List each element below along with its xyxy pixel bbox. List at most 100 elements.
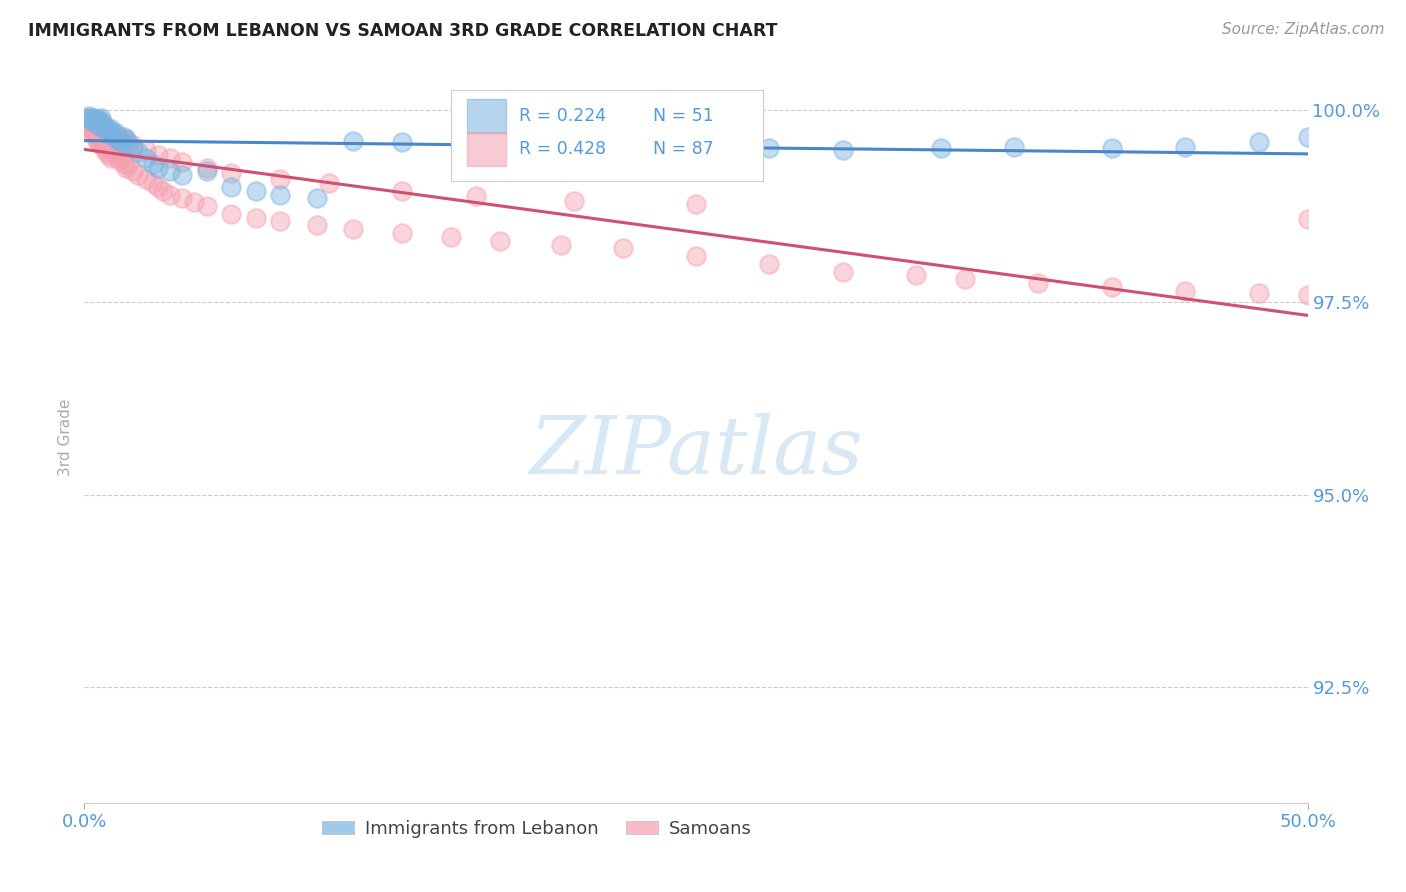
- Point: [135, 151, 157, 165]
- Point: [97, 124, 120, 138]
- Point: [135, 143, 157, 157]
- Point: [269, 172, 291, 186]
- Point: [269, 187, 291, 202]
- Point: [86, 129, 108, 144]
- Point: [464, 189, 486, 203]
- Point: [758, 257, 780, 271]
- Point: [112, 132, 135, 146]
- Point: [87, 135, 110, 149]
- Point: [142, 176, 165, 190]
- Point: [685, 140, 707, 154]
- Point: [112, 157, 135, 171]
- Point: [758, 141, 780, 155]
- Point: [100, 122, 122, 136]
- Point: [953, 272, 976, 286]
- FancyBboxPatch shape: [451, 90, 763, 181]
- Point: [80, 120, 103, 134]
- Point: [96, 137, 118, 152]
- Point: [172, 191, 194, 205]
- Point: [86, 124, 108, 138]
- Point: [77, 111, 100, 125]
- Point: [97, 147, 120, 161]
- Point: [96, 145, 118, 160]
- Point: [135, 172, 157, 186]
- Point: [77, 109, 100, 123]
- Point: [93, 118, 115, 132]
- Point: [80, 112, 103, 127]
- Text: R = 0.224: R = 0.224: [519, 107, 606, 125]
- Point: [93, 122, 115, 136]
- Point: [117, 137, 139, 152]
- Point: [83, 111, 105, 125]
- Point: [342, 134, 364, 148]
- Point: [90, 132, 112, 146]
- Text: Source: ZipAtlas.com: Source: ZipAtlas.com: [1222, 22, 1385, 37]
- Point: [100, 143, 122, 157]
- Point: [612, 141, 634, 155]
- Point: [83, 128, 105, 142]
- Point: [685, 196, 707, 211]
- Point: [107, 153, 129, 167]
- Text: N = 87: N = 87: [654, 140, 714, 158]
- Point: [127, 145, 149, 160]
- Point: [183, 195, 205, 210]
- Point: [269, 214, 291, 228]
- Point: [391, 184, 413, 198]
- Point: [107, 134, 129, 148]
- Point: [342, 222, 364, 236]
- Point: [1174, 140, 1197, 154]
- Point: [107, 129, 129, 144]
- Point: [391, 135, 413, 149]
- Text: N = 51: N = 51: [654, 107, 714, 125]
- Point: [112, 129, 135, 144]
- Point: [464, 137, 486, 152]
- Point: [1296, 129, 1319, 144]
- Point: [831, 143, 853, 157]
- Point: [929, 141, 952, 155]
- Point: [1002, 140, 1025, 154]
- Text: R = 0.428: R = 0.428: [519, 140, 606, 158]
- Point: [87, 118, 110, 132]
- Point: [489, 234, 512, 248]
- Point: [685, 249, 707, 263]
- FancyBboxPatch shape: [467, 132, 506, 166]
- Point: [550, 237, 572, 252]
- Point: [86, 117, 108, 131]
- Point: [110, 151, 132, 165]
- Point: [159, 151, 181, 165]
- Point: [146, 161, 169, 175]
- Point: [146, 179, 169, 194]
- Point: [391, 226, 413, 240]
- Point: [105, 149, 128, 163]
- Point: [127, 169, 149, 183]
- Point: [90, 114, 112, 128]
- Point: [117, 158, 139, 172]
- Point: [1247, 135, 1270, 149]
- Point: [87, 128, 110, 142]
- Point: [1028, 276, 1050, 290]
- Point: [97, 141, 120, 155]
- Point: [122, 164, 145, 178]
- Text: IMMIGRANTS FROM LEBANON VS SAMOAN 3RD GRADE CORRELATION CHART: IMMIGRANTS FROM LEBANON VS SAMOAN 3RD GR…: [28, 22, 778, 40]
- Point: [96, 120, 118, 134]
- Point: [110, 135, 132, 149]
- Point: [96, 123, 118, 137]
- Point: [76, 114, 98, 128]
- Point: [77, 122, 100, 136]
- Point: [117, 135, 139, 149]
- Point: [219, 207, 242, 221]
- Point: [115, 161, 138, 175]
- Point: [195, 161, 218, 175]
- Legend: Immigrants from Lebanon, Samoans: Immigrants from Lebanon, Samoans: [315, 813, 759, 845]
- Point: [83, 122, 105, 136]
- Y-axis label: 3rd Grade: 3rd Grade: [58, 399, 73, 475]
- Point: [86, 117, 108, 131]
- Point: [115, 132, 138, 146]
- Point: [1101, 280, 1123, 294]
- Text: ZIPatlas: ZIPatlas: [529, 413, 863, 491]
- Point: [612, 242, 634, 256]
- Point: [305, 219, 328, 233]
- Point: [1247, 286, 1270, 301]
- Point: [245, 211, 267, 225]
- Point: [105, 126, 128, 140]
